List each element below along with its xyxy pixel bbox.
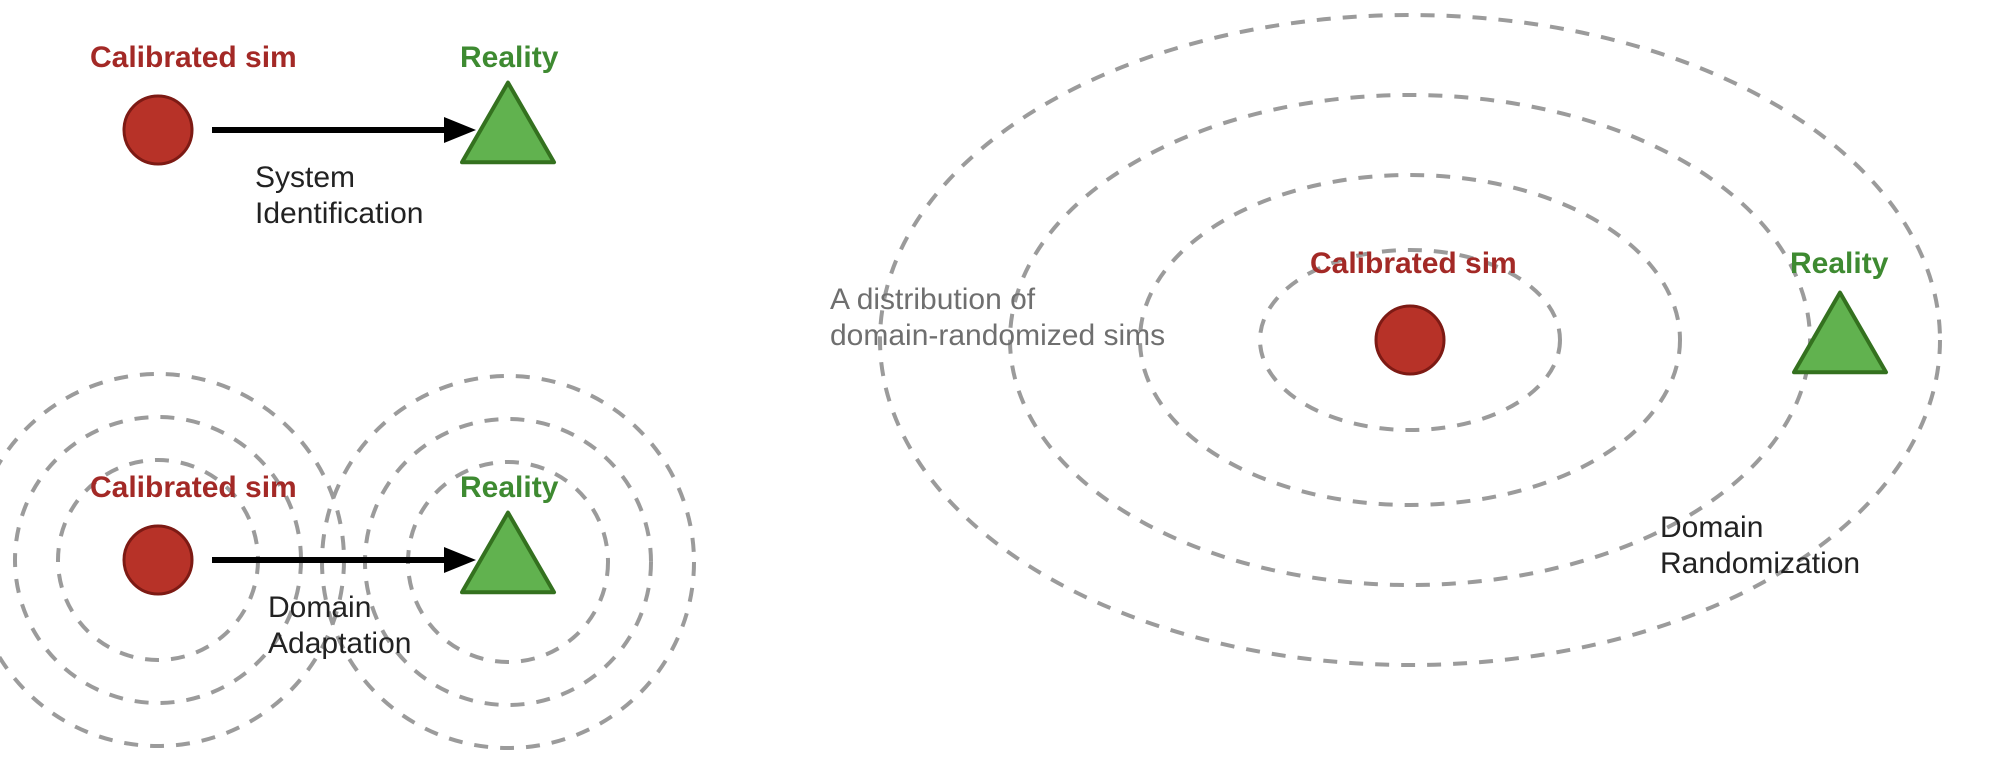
- diagram-svg: [0, 0, 1999, 784]
- dr-sim-label: Calibrated sim: [1310, 246, 1517, 282]
- dr-caption: Domain Randomization: [1660, 510, 1860, 582]
- dr-dist-caption: A distribution of domain-randomized sims: [830, 282, 1165, 354]
- da-sim-label: Calibrated sim: [90, 470, 297, 506]
- dr-reality-label: Reality: [1790, 246, 1888, 282]
- da-reality-label: Reality: [460, 470, 558, 506]
- da-caption: Domain Adaptation: [268, 590, 411, 662]
- diagram-stage: Calibrated sim Reality System Identifica…: [0, 0, 1999, 784]
- sysid-reality-label: Reality: [460, 40, 558, 76]
- sysid-sim-label: Calibrated sim: [90, 40, 297, 76]
- sysid-caption: System Identification: [255, 160, 423, 232]
